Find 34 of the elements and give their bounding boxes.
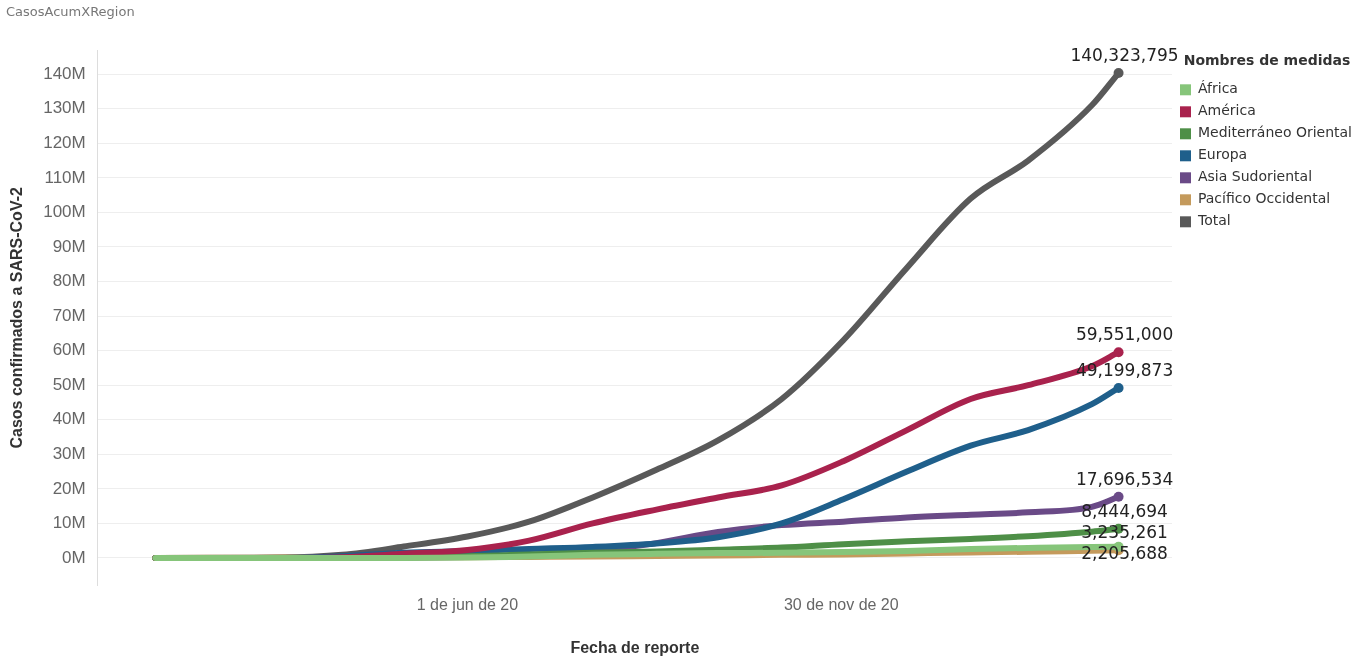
chart-title: CasosAcumXRegion	[6, 4, 135, 19]
legend-label: Europa	[1197, 146, 1248, 163]
y-tick-label: 0M	[62, 547, 86, 567]
y-tick-label: 30M	[52, 443, 86, 463]
data-label: 17,696,534	[1075, 468, 1174, 489]
y-tick-label: 100M	[43, 202, 86, 222]
y-tick-label: 130M	[43, 98, 86, 118]
data-label: 3,235,261	[1081, 521, 1168, 542]
y-tick-label: 120M	[43, 132, 86, 152]
y-tick-label: 90M	[52, 236, 86, 256]
legend-label: Pacífico Occidental	[1197, 190, 1331, 207]
y-tick-label: 50M	[52, 374, 86, 394]
legend-label: Mediterráneo Oriental	[1197, 124, 1352, 141]
y-axis-title: Casos confirmados a SARS-CoV-2	[8, 187, 26, 449]
y-tick-label: 140M	[43, 63, 86, 83]
y-tick-label: 10M	[52, 513, 86, 533]
y-tick-label: 80M	[52, 271, 86, 291]
data-label: 2,205,688	[1081, 542, 1168, 563]
x-axis-title: Fecha de reporte	[570, 638, 700, 656]
legend-label: África	[1197, 80, 1238, 97]
y-tick-label: 110M	[44, 167, 86, 187]
data-label: 140,323,795	[1070, 45, 1179, 66]
legend-label: Total	[1196, 212, 1231, 229]
x-tick-label: 1 de jun de 20	[416, 595, 519, 613]
y-tick-label: 40M	[52, 409, 86, 429]
y-tick-label: 20M	[52, 478, 86, 498]
y-tick-label: 70M	[52, 305, 86, 325]
y-tick-label: 60M	[52, 340, 86, 360]
legend-title: Nombres de medidas	[1183, 51, 1351, 68]
data-label: 59,551,000	[1075, 324, 1174, 345]
legend-label: Asia Sudoriental	[1197, 168, 1313, 185]
x-tick-label: 30 de nov de 20	[783, 595, 899, 613]
legend-label: América	[1197, 102, 1256, 119]
data-label: 8,444,694	[1081, 500, 1168, 521]
